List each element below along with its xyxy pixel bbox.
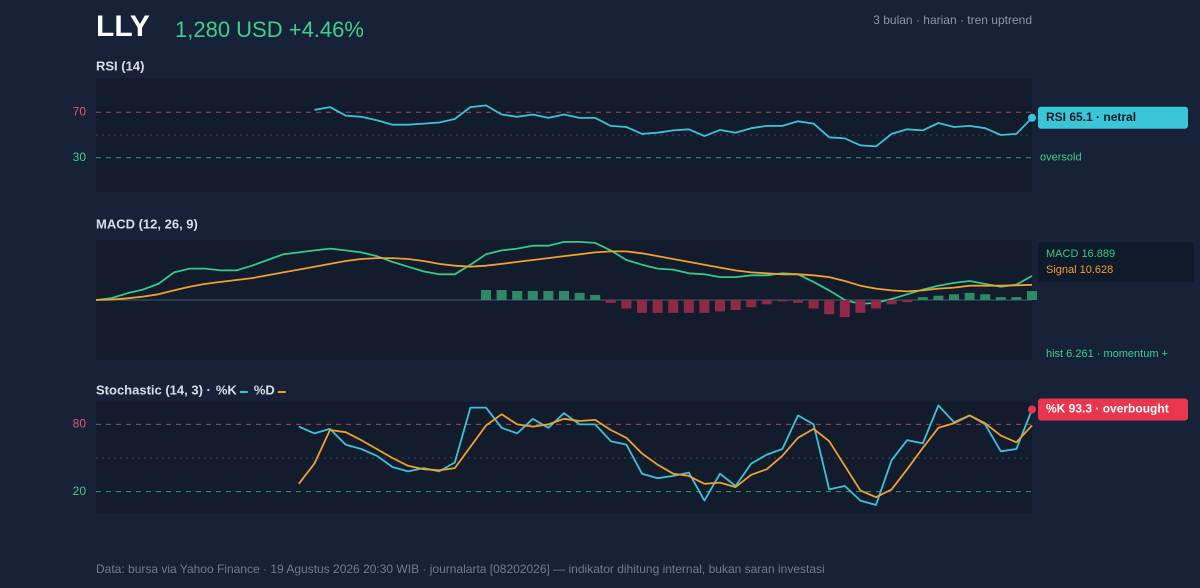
histogram-bar bbox=[902, 300, 913, 303]
histogram-bar bbox=[715, 300, 725, 312]
y-tick-label: 70 bbox=[73, 104, 87, 118]
footer: Data: bursa via Yahoo Finance · 19 Agust… bbox=[96, 562, 825, 576]
y-tick-label: 80 bbox=[73, 417, 87, 431]
meta: 3 bulan · harian · tren uptrend bbox=[873, 13, 1032, 27]
histogram-bar bbox=[527, 291, 538, 300]
value-box bbox=[1038, 242, 1194, 282]
histogram-bar bbox=[855, 300, 866, 313]
histogram-bar bbox=[683, 300, 694, 313]
y-tick-label: 20 bbox=[73, 484, 87, 498]
badge bbox=[1038, 398, 1188, 421]
histogram-bar bbox=[590, 295, 601, 300]
histogram-bar bbox=[1011, 297, 1022, 300]
histogram-bar bbox=[808, 300, 819, 309]
hist-note: hist 6.261 · momentum + bbox=[1046, 348, 1168, 360]
badge-text: RSI 65.1 · netral bbox=[1046, 110, 1136, 124]
series-line bbox=[314, 104, 1033, 148]
histogram-bar bbox=[746, 300, 757, 308]
histogram-bar bbox=[839, 300, 850, 318]
histogram-bar bbox=[1027, 291, 1037, 300]
histogram-bar bbox=[668, 300, 679, 313]
histogram-bar bbox=[793, 300, 803, 303]
end-marker bbox=[1028, 113, 1036, 122]
histogram-bar bbox=[917, 297, 928, 300]
histogram-bar bbox=[777, 300, 788, 302]
legend-label: %K bbox=[216, 382, 238, 397]
macd-value: MACD 16.889 bbox=[1046, 248, 1115, 260]
histogram-bar bbox=[824, 300, 835, 315]
histogram-bar bbox=[543, 291, 554, 300]
histogram-bar bbox=[933, 295, 944, 300]
histogram-bar bbox=[761, 300, 772, 305]
histogram-bar bbox=[699, 300, 710, 313]
signal-value: Signal 10.628 bbox=[1046, 264, 1113, 276]
series-line bbox=[95, 250, 1033, 301]
histogram-bar bbox=[481, 290, 491, 300]
histogram-bar bbox=[730, 300, 741, 310]
histogram-bar bbox=[871, 300, 881, 309]
y-tick-label: 30 bbox=[73, 150, 87, 164]
legend-label: %D bbox=[254, 382, 275, 397]
badge-text: %K 93.3 · overbought bbox=[1046, 402, 1169, 416]
histogram-bar bbox=[496, 290, 507, 300]
histogram-bar bbox=[574, 292, 585, 300]
end-marker bbox=[1028, 405, 1036, 414]
histogram-bar bbox=[637, 300, 647, 313]
panel-title: MACD (12, 26, 9) bbox=[96, 216, 198, 231]
histogram-bar bbox=[512, 291, 523, 300]
ticker: LLY bbox=[96, 10, 150, 43]
panel-title: RSI (14) bbox=[96, 58, 144, 73]
histogram-bar bbox=[964, 292, 975, 300]
oversold-label: oversold bbox=[1040, 152, 1082, 164]
histogram-bar bbox=[980, 294, 991, 300]
histogram-bar bbox=[995, 297, 1006, 300]
histogram-bar bbox=[559, 291, 569, 300]
series-line bbox=[298, 413, 1033, 499]
histogram-bar bbox=[621, 300, 632, 309]
panel-title: Stochastic (14, 3) · bbox=[96, 382, 211, 397]
histogram-bar bbox=[886, 300, 897, 305]
price: 1,280 USD +4.46% bbox=[175, 17, 364, 42]
histogram-bar bbox=[652, 300, 663, 313]
histogram-bar bbox=[605, 300, 616, 303]
badge bbox=[1038, 106, 1188, 129]
histogram-bar bbox=[949, 294, 959, 300]
